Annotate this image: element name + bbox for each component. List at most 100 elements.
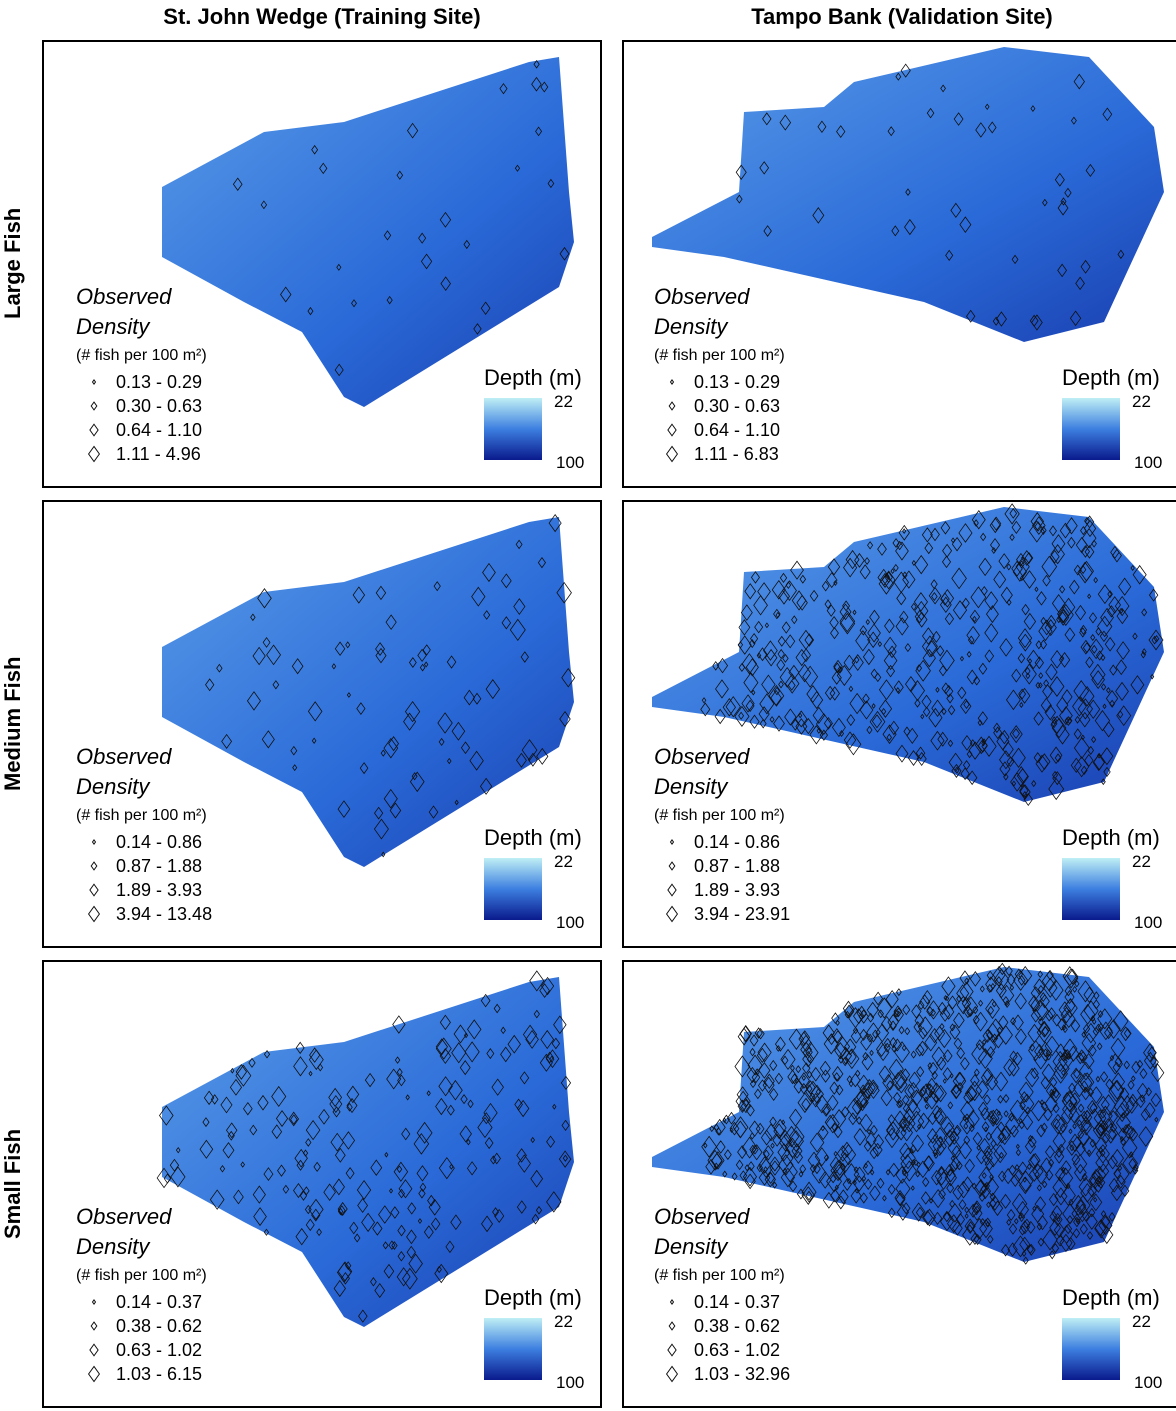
fish-marker (960, 698, 972, 715)
fish-marker (744, 1173, 756, 1190)
fish-marker (989, 1195, 1001, 1211)
fish-marker (831, 1012, 840, 1025)
fish-marker (747, 1054, 763, 1076)
fish-marker (1051, 1090, 1056, 1097)
fish-marker (1108, 1128, 1117, 1141)
fish-marker (535, 1205, 543, 1215)
fish-marker (261, 730, 275, 749)
fish-marker (964, 1117, 970, 1124)
fish-marker (460, 741, 471, 755)
fish-marker (935, 686, 940, 693)
fish-marker (334, 363, 344, 377)
fish-marker (1081, 1032, 1097, 1054)
fish-marker (739, 1025, 752, 1043)
fish-marker (749, 1034, 759, 1047)
fish-marker (712, 661, 720, 671)
fish-marker (1028, 1166, 1040, 1182)
legend-class: 1.03 - 32.96 (694, 1364, 790, 1384)
fish-marker (394, 1056, 401, 1064)
fish-marker (980, 1068, 994, 1087)
fish-marker (887, 126, 895, 137)
fish-marker (973, 675, 981, 686)
fish-marker (878, 1065, 892, 1083)
fish-marker (869, 1185, 881, 1202)
fish-marker (850, 1028, 862, 1044)
fish-marker (867, 1079, 879, 1095)
fish-marker (1098, 1146, 1103, 1153)
fish-marker (963, 996, 979, 1017)
fish-marker (1096, 1042, 1103, 1051)
fish-marker (500, 1026, 506, 1035)
fish-marker (1074, 756, 1090, 778)
fish-marker (964, 1218, 976, 1234)
legend-title: Observed (654, 284, 750, 309)
fish-marker (519, 1071, 530, 1085)
fish-marker (435, 1037, 452, 1060)
fish-marker (749, 1079, 757, 1089)
fish-marker (825, 571, 838, 589)
fish-marker (937, 1028, 952, 1049)
fish-marker (396, 1165, 403, 1174)
legend-class: 0.14 - 0.37 (694, 1292, 780, 1312)
fish-marker (928, 1061, 938, 1076)
fish-marker (1024, 1138, 1036, 1155)
fish-marker (388, 736, 400, 752)
fish-marker (839, 610, 856, 633)
fish-marker (769, 1088, 779, 1101)
fish-marker (1052, 1176, 1068, 1199)
fish-marker (916, 664, 923, 673)
fish-marker (998, 984, 1015, 1007)
fish-marker (750, 632, 759, 645)
fish-marker (1023, 792, 1033, 807)
fish-marker (1089, 1193, 1103, 1212)
fish-marker (926, 1006, 934, 1017)
fish-marker (940, 1211, 954, 1232)
fish-marker (943, 1129, 957, 1148)
fish-marker (358, 1309, 368, 1323)
fish-marker (1128, 1127, 1139, 1142)
fish-marker (391, 1241, 398, 1250)
legend-class: 1.03 - 6.15 (116, 1364, 202, 1384)
depth-top: 22 (554, 1312, 573, 1331)
fish-marker (974, 736, 988, 755)
fish-marker (901, 1202, 911, 1215)
fish-marker (782, 580, 797, 601)
fish-marker (1091, 1018, 1097, 1025)
fish-marker (793, 1079, 804, 1094)
fish-marker (955, 1160, 963, 1171)
fish-marker (729, 1127, 734, 1134)
fish-marker (1080, 1080, 1089, 1092)
fish-marker (924, 1090, 939, 1110)
fish-marker (895, 541, 909, 561)
fish-marker (854, 1187, 860, 1194)
fish-marker (539, 983, 550, 998)
fish-marker (473, 323, 482, 335)
fish-marker (754, 1088, 762, 1100)
fish-marker (1102, 1117, 1114, 1134)
fish-marker (928, 1082, 945, 1104)
fish-marker (1034, 1043, 1045, 1059)
fish-marker (837, 665, 843, 674)
fish-marker (263, 1228, 270, 1236)
fish-marker (302, 1149, 309, 1157)
fish-marker (383, 1263, 395, 1279)
fish-marker (900, 1123, 913, 1142)
fish-marker (951, 536, 963, 552)
legend-symbol (668, 1321, 676, 1331)
fish-marker (1119, 1095, 1135, 1116)
fish-marker (1011, 520, 1022, 535)
fish-marker (308, 1198, 324, 1221)
fish-marker (745, 699, 755, 713)
fish-marker (886, 733, 892, 742)
fish-marker (902, 1004, 911, 1016)
fish-marker (1115, 1174, 1126, 1189)
fish-marker (553, 1015, 567, 1035)
depth-top: 22 (1132, 1312, 1151, 1331)
fish-marker (827, 1033, 836, 1046)
fish-marker (219, 1164, 226, 1173)
fish-marker (770, 689, 782, 707)
fish-marker (1130, 1075, 1136, 1082)
fish-marker (1012, 728, 1020, 740)
fish-marker (1069, 310, 1082, 327)
fish-marker (1034, 656, 1044, 670)
